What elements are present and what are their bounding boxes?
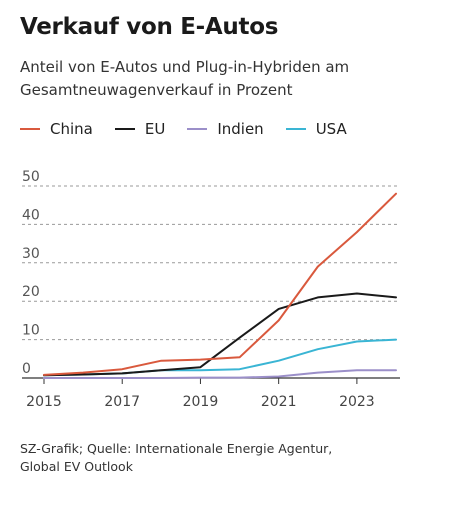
y-tick-label-20: 20	[22, 284, 40, 300]
y-tick-label-40: 40	[22, 207, 40, 223]
legend-item-usa: USA	[285, 120, 347, 138]
y-tick-label-10: 10	[22, 323, 40, 339]
legend-swatch-usa	[285, 128, 306, 130]
legend-swatch-indien	[187, 128, 208, 130]
x-tick-label-2019: 2019	[183, 394, 219, 410]
legend-item-indien: Indien	[187, 120, 264, 138]
x-tick-label-2015: 2015	[26, 394, 62, 410]
source-line-2: Global EV Outlook	[20, 459, 133, 474]
legend-label-eu: EU	[144, 120, 166, 138]
chart-legend: China EU Indien USA	[20, 120, 369, 138]
y-tick-label-50: 50	[22, 169, 40, 185]
series-line-china	[43, 192, 397, 376]
series-line-indien	[43, 369, 397, 379]
x-tick-label-2021: 2021	[261, 394, 297, 410]
legend-label-indien: Indien	[217, 120, 264, 138]
y-tick-label-30: 30	[22, 246, 40, 262]
x-tick-label-2023: 2023	[339, 394, 375, 410]
series-line-eu	[43, 292, 397, 377]
chart-subtitle: Anteil von E-Autos und Plug-in-Hybriden …	[20, 58, 350, 99]
legend-item-china: China	[20, 120, 93, 138]
source-line-1: SZ-Grafik; Quelle: Internationale Energi…	[20, 441, 333, 456]
legend-item-eu: EU	[114, 120, 166, 138]
legend-label-usa: USA	[315, 120, 347, 138]
legend-swatch-china	[20, 128, 40, 130]
legend-swatch-eu	[114, 128, 135, 130]
line-chart: 0 10 20 30 40 50 2015 2017 2019 2021 2023	[22, 169, 400, 410]
x-tick-label-2017: 2017	[104, 394, 140, 410]
y-tick-label-0: 0	[22, 361, 31, 377]
source-note: SZ-Grafik; Quelle: Internationale Energi…	[20, 440, 440, 476]
chart-title: Verkauf von E-Autos	[20, 14, 279, 40]
legend-label-china: China	[50, 120, 93, 138]
